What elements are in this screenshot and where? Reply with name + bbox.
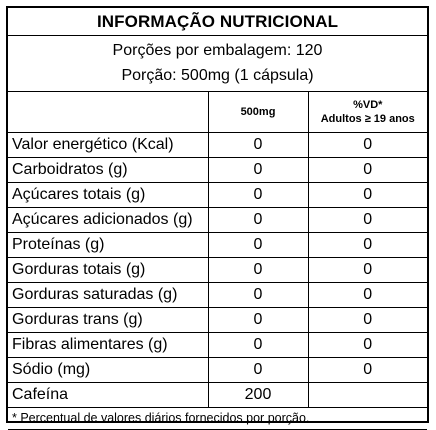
- header-dv-subtitle: Adultos ≥ 19 anos: [320, 112, 415, 125]
- nutrient-dv: 0: [307, 131, 427, 158]
- nutrient-amount: 0: [207, 306, 309, 333]
- portion-info: Porções por embalagem: 120 Porção: 500mg…: [8, 36, 427, 92]
- portions-per-package: Porções por embalagem: 120: [112, 42, 323, 59]
- table-row: Proteínas (g) 0 0: [8, 231, 427, 258]
- nutrition-label: INFORMAÇÃO NUTRICIONAL Porções por embal…: [6, 6, 429, 430]
- nutrient-amount: 0: [207, 131, 309, 158]
- nutrient-amount: 0: [207, 231, 309, 258]
- table-row: Açúcares adicionados (g) 0 0: [8, 206, 427, 233]
- nutrient-amount: 200: [207, 381, 309, 408]
- footnote-row: * Percentual de valores diários fornecid…: [8, 406, 427, 430]
- header-dv-title: %VD*: [353, 98, 383, 111]
- nutrient-dv: [307, 381, 427, 408]
- header-daily-value: %VD* Adultos ≥ 19 anos: [307, 92, 427, 133]
- nutrient-name: Gorduras saturadas (g): [8, 281, 209, 308]
- nutrient-name: Gorduras trans (g): [8, 306, 209, 333]
- nutrient-amount: 0: [207, 281, 309, 308]
- table-row: Fibras alimentares (g) 0 0: [8, 331, 427, 358]
- nutrient-dv: 0: [307, 206, 427, 233]
- nutrient-name: Valor energético (Kcal): [8, 131, 209, 158]
- table-header-row: 500mg %VD* Adultos ≥ 19 anos: [8, 92, 427, 133]
- nutrient-name: Carboidratos (g): [8, 156, 209, 183]
- header-blank-cell: [8, 92, 209, 133]
- nutrient-name: Fibras alimentares (g): [8, 331, 209, 358]
- nutrient-dv: 0: [307, 356, 427, 383]
- nutrient-name: Sódio (mg): [8, 356, 209, 383]
- nutrient-name: Gorduras totais (g): [8, 256, 209, 283]
- nutrient-name: Proteínas (g): [8, 231, 209, 258]
- nutrient-dv: 0: [307, 231, 427, 258]
- nutrient-name: Cafeína: [8, 381, 209, 408]
- nutrient-dv: 0: [307, 181, 427, 208]
- nutrient-dv: 0: [307, 156, 427, 183]
- table-row: Gorduras totais (g) 0 0: [8, 256, 427, 283]
- table-row: Gorduras saturadas (g) 0 0: [8, 281, 427, 308]
- nutrient-amount: 0: [207, 331, 309, 358]
- table-row: Valor energético (Kcal) 0 0: [8, 131, 427, 158]
- table-row: Carboidratos (g) 0 0: [8, 156, 427, 183]
- nutrient-name: Açúcares adicionados (g): [8, 206, 209, 233]
- footnote: * Percentual de valores diários fornecid…: [8, 406, 427, 430]
- nutrient-dv: 0: [307, 256, 427, 283]
- nutrient-amount: 0: [207, 356, 309, 383]
- table-row: Sódio (mg) 0 0: [8, 356, 427, 383]
- portion-size: Porção: 500mg (1 cápsula): [121, 67, 314, 84]
- nutrient-amount: 0: [207, 156, 309, 183]
- nutrient-amount: 0: [207, 256, 309, 283]
- nutrient-dv: 0: [307, 306, 427, 333]
- table-row: Gorduras trans (g) 0 0: [8, 306, 427, 333]
- table-row: Açúcares totais (g) 0 0: [8, 181, 427, 208]
- nutrient-name: Açúcares totais (g): [8, 181, 209, 208]
- header-amount: 500mg: [207, 92, 309, 133]
- nutrient-dv: 0: [307, 331, 427, 358]
- nutrient-amount: 0: [207, 181, 309, 208]
- table-row: Cafeína 200: [8, 381, 427, 408]
- nutrition-table: 500mg %VD* Adultos ≥ 19 anos Valor energ…: [8, 92, 427, 430]
- nutrient-dv: 0: [307, 281, 427, 308]
- nutrient-amount: 0: [207, 206, 309, 233]
- label-title: INFORMAÇÃO NUTRICIONAL: [8, 8, 427, 36]
